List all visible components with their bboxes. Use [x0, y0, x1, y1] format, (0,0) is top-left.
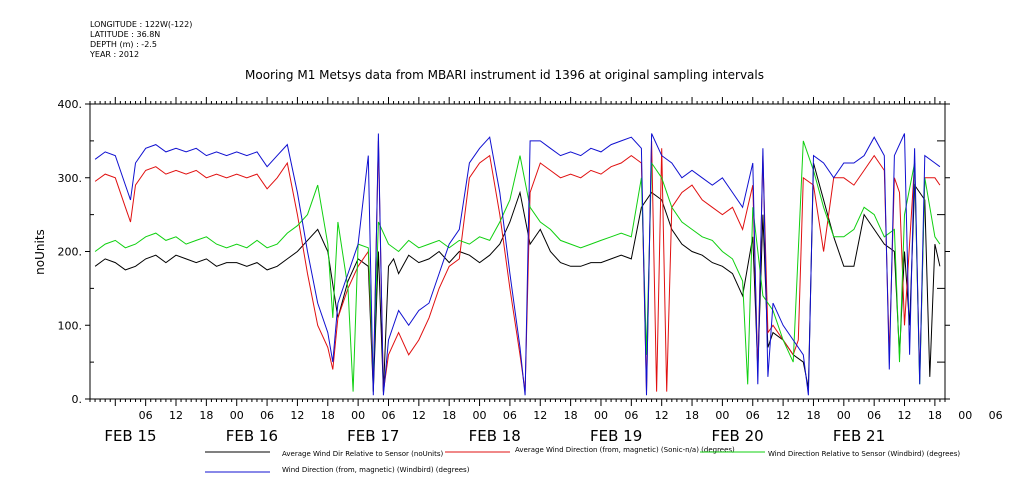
x-hour-tick-label: 12	[776, 409, 790, 422]
x-hour-tick-label: 06	[746, 409, 760, 422]
x-hour-tick-label: 12	[412, 409, 426, 422]
x-hour-tick-label: 12	[533, 409, 547, 422]
depth-text: DEPTH (m) : -2.5	[90, 40, 157, 49]
y-tick-label: 300.	[58, 172, 83, 185]
latitude-text: LATITUDE : 36.8N	[90, 30, 161, 39]
x-hour-tick-label: 00	[715, 409, 729, 422]
x-hour-tick-label: 00	[230, 409, 244, 422]
x-hour-tick-label: 06	[260, 409, 274, 422]
year-text: YEAR : 2012	[90, 50, 140, 59]
x-hour-tick-label: 06	[139, 409, 153, 422]
x-hour-tick-label: 12	[655, 409, 669, 422]
legend-label-2: Average Wind Direction (from, magnetic) …	[515, 446, 735, 454]
plot-area-frame	[89, 103, 946, 400]
x-hour-tick-label: 00	[837, 409, 851, 422]
x-day-label: FEB 15	[104, 427, 156, 445]
x-hour-tick-label: 18	[442, 409, 456, 422]
legend-label-3: Wind Direction Relative to Sensor (Windb…	[768, 450, 960, 458]
y-tick-label: 0.	[72, 393, 83, 406]
series-line-3	[94, 140, 941, 392]
x-hour-tick-label: 18	[199, 409, 213, 422]
x-hour-tick-label: 06	[381, 409, 395, 422]
x-hour-tick-label: 18	[806, 409, 820, 422]
series-line-4	[94, 133, 941, 396]
x-hour-tick-label: 12	[290, 409, 304, 422]
series-line-2	[94, 140, 941, 392]
y-tick-label: 100.	[58, 319, 83, 332]
x-day-label: FEB 17	[347, 427, 399, 445]
x-hour-tick-label: 06	[867, 409, 881, 422]
x-day-label: FEB 21	[833, 427, 885, 445]
x-day-label: FEB 18	[469, 427, 521, 445]
x-hour-tick-label: 06	[989, 409, 1003, 422]
chart-title: Mooring M1 Metsys data from MBARI instru…	[245, 68, 764, 82]
x-hour-tick-label: 18	[928, 409, 942, 422]
y-tick-label: 400.	[58, 98, 83, 111]
x-hour-tick-label: 06	[624, 409, 638, 422]
x-hour-tick-label: 06	[503, 409, 517, 422]
x-hour-tick-label: 00	[351, 409, 365, 422]
x-hour-tick-label: 12	[898, 409, 912, 422]
x-hour-tick-label: 18	[321, 409, 335, 422]
x-day-label: FEB 20	[711, 427, 763, 445]
legend-label-1: Average Wind Dir Relative to Sensor (noU…	[282, 450, 443, 458]
x-hour-tick-label: 18	[685, 409, 699, 422]
series-line-1	[94, 162, 941, 392]
x-hour-tick-label: 00	[594, 409, 608, 422]
y-tick-label: 200.	[58, 246, 83, 259]
x-day-label: FEB 19	[590, 427, 642, 445]
x-hour-tick-label: 00	[473, 409, 487, 422]
metadata-block: LONGITUDE : 122W(-122) LATITUDE : 36.8N …	[90, 20, 192, 60]
x-hour-tick-label: 00	[958, 409, 972, 422]
longitude-text: LONGITUDE : 122W(-122)	[90, 20, 193, 29]
y-axis-label: noUnits	[33, 229, 47, 275]
x-hour-tick-label: 12	[169, 409, 183, 422]
x-hour-tick-label: 18	[564, 409, 578, 422]
x-day-label: FEB 16	[226, 427, 278, 445]
legend-label-4: Wind Direction (from, magnetic) (Windbir…	[282, 466, 470, 474]
